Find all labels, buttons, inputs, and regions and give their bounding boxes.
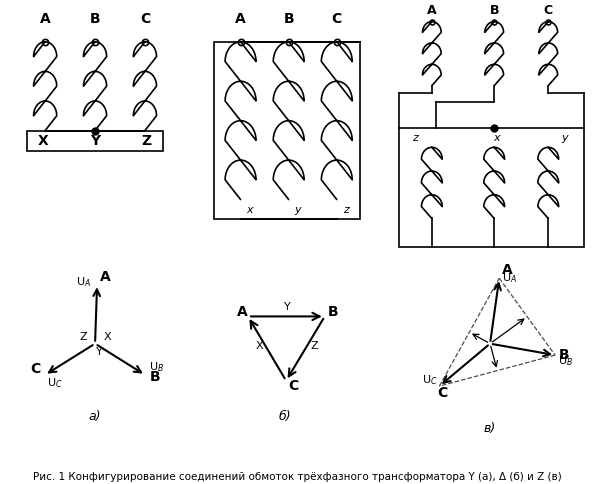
Bar: [214, 42, 360, 219]
Text: B: B: [149, 370, 160, 384]
Text: U$_A$: U$_A$: [502, 271, 517, 285]
Text: B: B: [559, 348, 570, 362]
Text: U$_C$: U$_C$: [422, 374, 437, 387]
Text: C: C: [140, 12, 150, 26]
Text: z: z: [343, 205, 349, 215]
Text: Y: Y: [285, 302, 291, 312]
Text: B: B: [90, 12, 100, 26]
Text: C: C: [331, 12, 342, 26]
Bar: [399, 128, 583, 247]
Text: A: A: [235, 12, 246, 26]
Text: U$_C$: U$_C$: [47, 376, 62, 390]
Text: A: A: [237, 305, 248, 319]
Text: B: B: [489, 4, 499, 17]
Text: C: C: [544, 4, 553, 17]
Text: y: y: [561, 133, 568, 143]
Text: A: A: [427, 4, 437, 17]
Text: B: B: [328, 305, 339, 319]
Text: X: X: [38, 134, 49, 148]
Text: в): в): [484, 422, 496, 435]
Text: y: y: [294, 205, 301, 215]
Text: C: C: [30, 362, 40, 376]
Text: x: x: [493, 133, 500, 143]
Text: z: z: [412, 133, 418, 143]
Text: Z: Z: [141, 134, 152, 148]
Text: U$_A$: U$_A$: [76, 275, 91, 289]
Text: Z: Z: [79, 332, 87, 342]
Text: U$_B$: U$_B$: [558, 354, 573, 368]
Text: Рис. 1 Конфигурирование соединений обмоток трёхфазного трансформатора Y (а), Δ (: Рис. 1 Конфигурирование соединений обмот…: [33, 471, 561, 482]
Text: Y: Y: [96, 347, 103, 357]
Text: A: A: [40, 12, 50, 26]
Text: x: x: [246, 205, 253, 215]
Text: Z: Z: [310, 341, 318, 350]
Text: A: A: [502, 263, 513, 277]
Text: A: A: [100, 270, 111, 284]
Text: X: X: [104, 332, 112, 342]
Text: а): а): [89, 410, 102, 423]
Text: U$_B$: U$_B$: [149, 360, 165, 374]
Text: Y: Y: [90, 134, 100, 148]
Bar: [27, 131, 163, 151]
Text: X: X: [256, 341, 264, 350]
Text: C: C: [289, 378, 299, 393]
Text: B: B: [283, 12, 294, 26]
Text: C: C: [437, 386, 447, 400]
Text: б): б): [279, 410, 292, 423]
